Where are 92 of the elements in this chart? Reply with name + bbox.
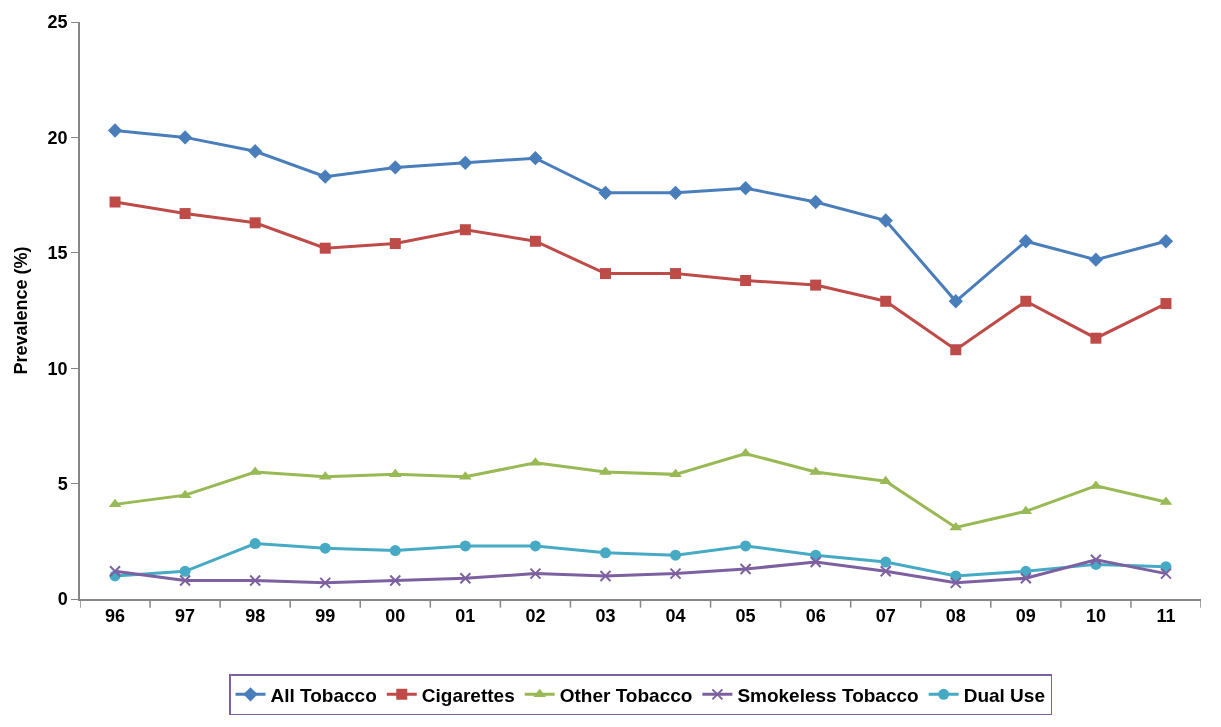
point [177,130,193,145]
point [249,538,261,550]
point [1089,553,1102,566]
point [810,279,822,291]
x-tick-label: 05 [735,606,756,627]
point [529,235,541,247]
point [179,208,191,220]
x-tick-label: 11 [1156,606,1176,627]
point [248,144,263,159]
point [739,563,752,575]
point [249,217,261,229]
legend-label: Other Tobacco [559,684,693,706]
point [459,572,472,585]
point [599,547,611,559]
point [668,185,683,200]
point [878,213,893,228]
point [1159,567,1172,580]
point [389,574,402,587]
point [670,549,682,561]
y-tick-label: 15 [47,243,68,264]
point [949,576,962,589]
point [107,123,123,138]
point [1020,295,1032,307]
point [670,268,682,280]
x-tick-label: 03 [595,606,616,627]
x-tick-label: 96 [105,606,126,627]
y-tick-label: 5 [57,473,68,494]
point [948,294,963,309]
point [599,569,612,582]
x-tick-label: 08 [945,606,966,627]
point [108,498,122,508]
legend-label: Dual Use [963,684,1045,706]
point [318,169,333,184]
point [880,556,892,568]
point [319,576,332,589]
point [1088,252,1104,267]
point [598,185,613,200]
x-tick-label: 00 [385,606,406,627]
point [740,275,752,286]
point [459,540,471,552]
point [529,540,541,552]
y-axis-title: Prevalence (%) [11,246,32,375]
point [109,565,122,578]
point [949,521,963,531]
x-tick-label: 98 [245,606,266,627]
point [669,567,682,580]
point [1090,332,1102,344]
point [669,468,682,478]
point [950,344,962,356]
point [879,475,893,485]
point [1158,234,1174,249]
point [389,238,401,250]
point [459,224,471,236]
point [458,155,473,170]
point [808,194,823,210]
x-tick-label: 10 [1085,606,1106,627]
point [529,567,542,580]
point [319,542,331,554]
x-tick-label: 09 [1015,606,1036,627]
point [319,242,331,254]
legend-label: All Tobacco [270,684,377,706]
point [109,196,121,208]
x-tick-label: 07 [875,606,896,627]
point [599,268,611,280]
legend-label: Smokeless Tobacco [737,684,919,706]
y-tick-label: 10 [47,358,68,379]
point [388,468,402,478]
x-tick-label: 01 [455,606,476,627]
point [1019,505,1033,515]
point [1018,234,1033,249]
point [388,160,403,175]
x-tick-label: 97 [175,606,196,627]
point [528,151,543,166]
point [879,565,892,578]
legend-label: Cigarettes [421,684,515,706]
x-tick-label: 99 [315,606,336,627]
x-tick-label: 02 [525,606,546,627]
point [1019,572,1032,585]
y-tick-label: 25 [47,12,68,33]
point [1160,298,1172,310]
y-tick-label: 20 [47,127,68,148]
y-tick-label: 0 [57,589,68,610]
point [740,540,752,552]
point [249,574,262,587]
x-tick-label: 04 [665,606,686,627]
point [809,556,822,569]
point [389,545,401,557]
point [880,295,892,307]
point [738,181,753,196]
point [179,574,192,587]
point [179,565,191,577]
x-tick-label: 06 [805,606,826,627]
